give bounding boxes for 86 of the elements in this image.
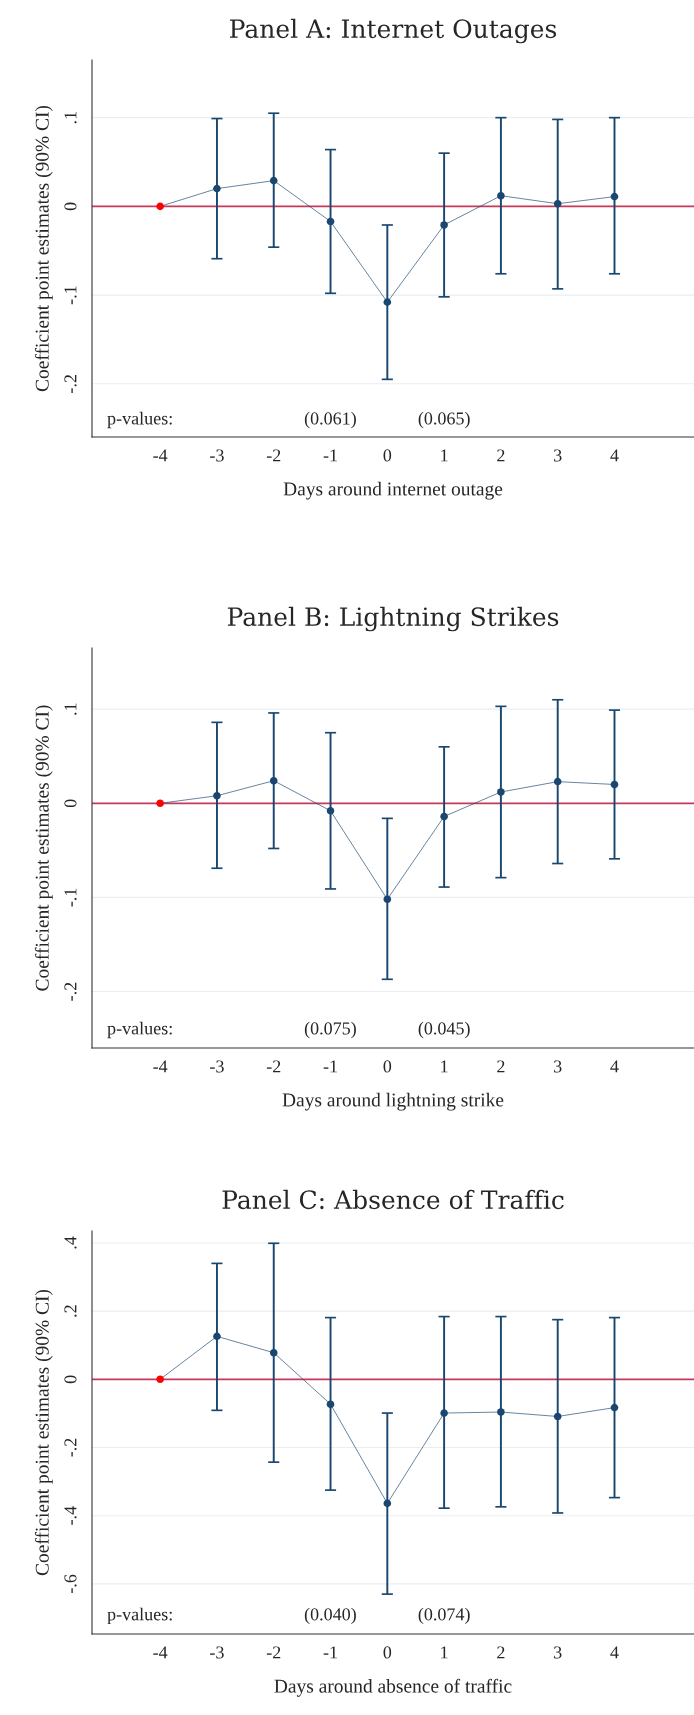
- point: [553, 199, 562, 208]
- point: [553, 777, 562, 786]
- point: [326, 217, 335, 226]
- point: [213, 1332, 221, 1341]
- x-tick-label: 4: [610, 449, 619, 462]
- chart-title: Panel B: Lightning Strikes: [227, 606, 559, 632]
- x-tick-label: -2: [266, 1646, 281, 1659]
- x-tick-label: 3: [554, 1646, 562, 1659]
- x-tick-label: 2: [497, 449, 505, 462]
- annotation: (0.045): [418, 1021, 470, 1039]
- x-tick-label: 2: [497, 1646, 505, 1659]
- x-tick-label: 0: [383, 449, 392, 462]
- x-tick-label: -4: [153, 1646, 168, 1659]
- y-tick-label: -.2: [64, 1438, 77, 1457]
- point: [383, 1499, 392, 1508]
- x-tick-label: -3: [210, 1060, 224, 1073]
- x-tick-label: -2: [266, 449, 281, 462]
- point: [440, 1409, 448, 1417]
- point: [156, 1375, 164, 1384]
- y-tick-label: -.2: [64, 982, 77, 1001]
- point: [610, 1403, 619, 1412]
- annotation: p-values:: [107, 1607, 172, 1625]
- y-tick-label: .1: [64, 111, 77, 124]
- chart-title: Panel C: Absence of Traffic: [222, 1189, 564, 1210]
- x-axis-title: Days around lightning strike: [282, 1092, 504, 1111]
- annotation: (0.040): [304, 1607, 356, 1625]
- point: [497, 788, 505, 796]
- point: [383, 298, 392, 306]
- y-tick-label: 0: [64, 202, 77, 211]
- point: [383, 895, 392, 904]
- point: [269, 1348, 278, 1357]
- point: [440, 221, 448, 229]
- annotation: (0.061): [304, 411, 356, 429]
- y-tick-label: .1: [64, 703, 77, 715]
- annotation: p-values:: [107, 1021, 172, 1039]
- x-tick-label: -4: [153, 449, 168, 462]
- point: [326, 1400, 335, 1408]
- x-tick-label: 1: [441, 1060, 448, 1073]
- x-tick-label: 0: [383, 1646, 392, 1659]
- point: [497, 1408, 505, 1416]
- point: [497, 191, 505, 200]
- x-tick-label: -3: [210, 449, 224, 462]
- point: [553, 1412, 562, 1421]
- y-axis-title: Coefficient point estimates (90% CI): [34, 105, 53, 392]
- annotation: p-values:: [107, 411, 172, 429]
- y-axis-title: Coefficient point estimates (90% CI): [34, 705, 53, 991]
- y-tick-label: 0: [64, 799, 77, 808]
- y-tick-label: -.2: [64, 374, 77, 393]
- point: [269, 776, 278, 785]
- y-tick-label: .4: [64, 1236, 77, 1249]
- annotation: (0.074): [418, 1607, 470, 1625]
- annotation: (0.065): [418, 411, 470, 429]
- point: [156, 799, 164, 808]
- y-tick-label: -.6: [64, 1574, 77, 1593]
- x-tick-label: -4: [153, 1060, 168, 1073]
- y-tick-label: -.1: [64, 286, 77, 305]
- point: [213, 184, 221, 193]
- x-tick-label: 1: [441, 1646, 448, 1659]
- y-tick-label: 0: [64, 1375, 77, 1384]
- chart-title: Panel A: Internet Outages: [230, 18, 557, 44]
- point: [156, 202, 164, 211]
- y-tick-label: -.4: [64, 1506, 77, 1525]
- x-tick-label: 4: [610, 1646, 619, 1659]
- x-tick-label: 1: [441, 449, 448, 462]
- point: [610, 780, 619, 789]
- y-tick-label: -.1: [64, 888, 77, 907]
- x-tick-label: 3: [554, 449, 562, 462]
- annotation: (0.075): [304, 1021, 356, 1039]
- y-axis-title: Coefficient point estimates (90% CI): [34, 1289, 53, 1576]
- x-tick-label: -1: [323, 1060, 337, 1073]
- x-tick-label: -3: [210, 1646, 224, 1659]
- x-axis-title: Days around internet outage: [283, 481, 503, 500]
- point: [269, 176, 278, 185]
- point: [610, 192, 619, 201]
- x-tick-label: -1: [323, 449, 337, 462]
- x-axis-title: Days around absence of traffic: [274, 1678, 512, 1697]
- point: [326, 807, 335, 815]
- x-tick-label: 2: [497, 1060, 505, 1073]
- x-tick-label: -2: [266, 1060, 281, 1073]
- y-tick-label: .2: [64, 1305, 77, 1317]
- point: [440, 812, 448, 821]
- x-tick-label: -1: [323, 1646, 337, 1659]
- point: [213, 791, 221, 800]
- x-tick-label: 0: [383, 1060, 392, 1073]
- x-tick-label: 4: [610, 1060, 619, 1073]
- x-tick-label: 3: [554, 1060, 562, 1073]
